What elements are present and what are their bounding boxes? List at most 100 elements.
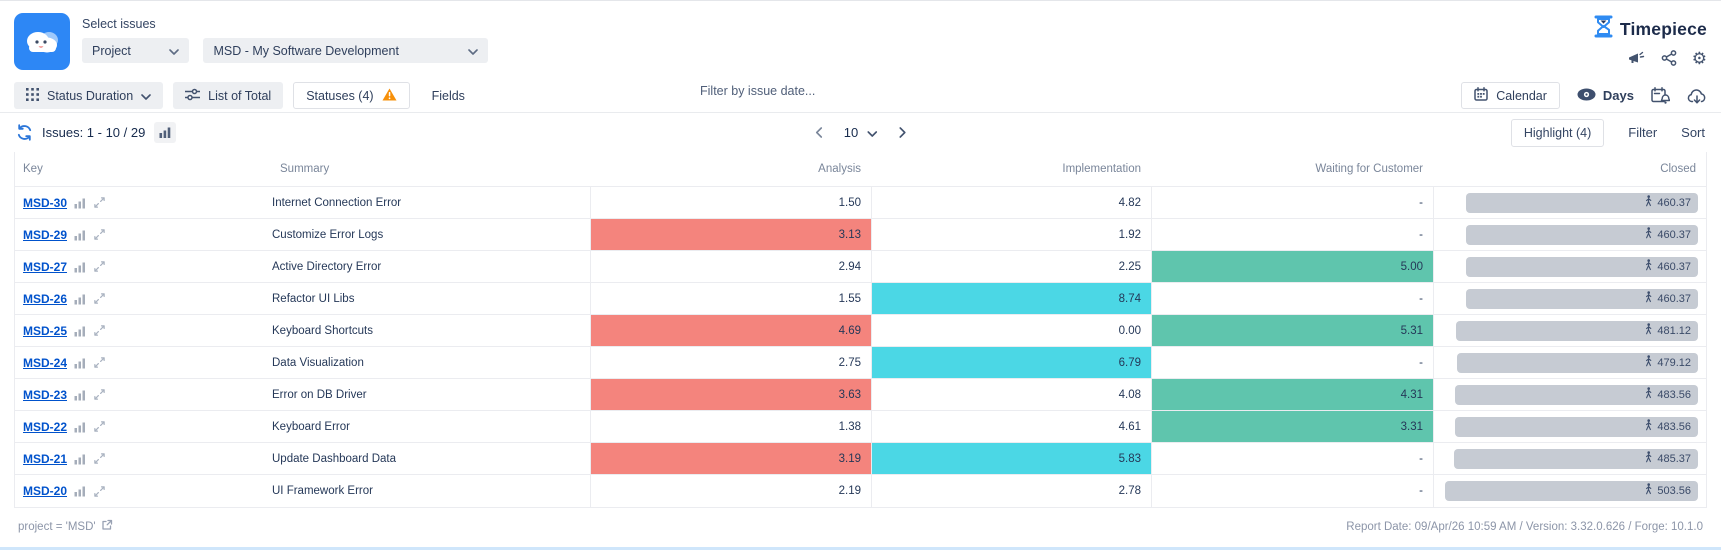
waiting-cell: -	[1151, 347, 1433, 378]
external-link-icon[interactable]	[101, 519, 113, 534]
row-expand-icon[interactable]	[93, 324, 106, 337]
waiting-cell: -	[1151, 475, 1433, 507]
closed-value: 485.37	[1657, 452, 1691, 465]
refresh-icon[interactable]	[16, 124, 33, 141]
implementation-cell: 4.82	[871, 187, 1151, 218]
closed-duration-pill: 503.56	[1444, 481, 1698, 501]
scheduled-report-icon[interactable]	[1651, 87, 1671, 104]
issue-summary: Refactor UI Libs	[272, 292, 355, 305]
report-type-dropdown[interactable]: Status Duration	[14, 82, 164, 109]
issue-key-link[interactable]: MSD-20	[23, 484, 68, 498]
row-expand-icon[interactable]	[93, 228, 106, 241]
row-chart-icon[interactable]	[74, 421, 86, 433]
page-size-value: 10	[843, 125, 859, 140]
implementation-cell: 1.92	[871, 219, 1151, 250]
issue-summary: Error on DB Driver	[272, 388, 367, 401]
issue-key-link[interactable]: MSD-27	[23, 259, 68, 274]
issue-key-link[interactable]: MSD-26	[23, 291, 68, 306]
walking-person-icon	[1644, 226, 1653, 244]
project-dropdown[interactable]: MSD - My Software Development	[203, 38, 489, 63]
analysis-cell: 2.75	[590, 347, 871, 378]
column-header-implementation: Implementation	[1062, 163, 1141, 175]
issue-key-link[interactable]: MSD-21	[23, 451, 68, 466]
row-chart-icon[interactable]	[74, 389, 86, 401]
row-expand-icon[interactable]	[93, 260, 106, 273]
filter-button[interactable]: Filter	[1628, 125, 1658, 140]
next-page-icon[interactable]	[897, 125, 908, 140]
closed-duration-pill: 483.56	[1454, 416, 1698, 437]
analysis-cell: 2.94	[590, 251, 871, 282]
issue-summary: Update Dashboard Data	[272, 452, 397, 465]
brand-name: Timepiece	[1619, 18, 1707, 39]
statuses-label: Statuses (4)	[306, 88, 374, 103]
analysis-cell: 2.19	[590, 475, 871, 507]
sort-button[interactable]: Sort	[1681, 125, 1705, 140]
issue-source-dropdown[interactable]: Project	[82, 38, 189, 63]
closed-cell: 481.12	[1433, 315, 1706, 346]
fields-label: Fields	[431, 88, 465, 103]
chevron-down-icon	[141, 89, 151, 103]
grid-icon	[26, 87, 39, 104]
implementation-cell: 5.83	[871, 443, 1151, 474]
row-chart-icon[interactable]	[74, 197, 86, 209]
highlight-button[interactable]: Highlight (4)	[1510, 118, 1605, 147]
issue-key-link[interactable]: MSD-29	[23, 227, 68, 242]
walking-person-icon	[1644, 354, 1653, 372]
page-size-dropdown[interactable]: 10	[843, 125, 878, 140]
row-chart-icon[interactable]	[74, 325, 86, 337]
closed-cell: 479.12	[1433, 347, 1706, 378]
issue-key-link[interactable]: MSD-25	[23, 323, 68, 338]
row-chart-icon[interactable]	[74, 357, 86, 369]
announcements-icon[interactable]	[1627, 50, 1646, 66]
list-of-total-button[interactable]: List of Total	[173, 82, 284, 109]
implementation-cell: 6.79	[871, 347, 1151, 378]
row-expand-icon[interactable]	[93, 485, 106, 498]
table-body: MSD-30 Internet Connection Error 1.50 4.…	[15, 187, 1706, 507]
row-expand-icon[interactable]	[93, 196, 106, 209]
analysis-cell: 4.69	[590, 315, 871, 346]
row-chart-icon[interactable]	[74, 453, 86, 465]
list-of-total-label: List of Total	[208, 88, 272, 103]
row-expand-icon[interactable]	[93, 452, 106, 465]
implementation-cell: 2.78	[871, 475, 1151, 507]
walking-person-icon	[1644, 290, 1653, 308]
row-chart-icon[interactable]	[74, 293, 86, 305]
table-row: MSD-24 Data Visualization 2.75 6.79 -	[15, 347, 1706, 379]
issue-summary: Internet Connection Error	[272, 196, 402, 209]
waiting-cell: 3.31	[1151, 411, 1433, 442]
days-unit-toggle[interactable]: Days	[1577, 88, 1634, 104]
prev-page-icon[interactable]	[813, 125, 824, 140]
row-expand-icon[interactable]	[93, 420, 106, 433]
calendar-icon	[1474, 87, 1488, 104]
issue-key-link[interactable]: MSD-30	[23, 195, 68, 210]
export-report-icon[interactable]	[1687, 88, 1707, 104]
fields-button[interactable]: Fields	[420, 82, 477, 109]
issue-date-filter-input[interactable]	[700, 84, 1020, 98]
row-chart-icon[interactable]	[74, 229, 86, 241]
calendar-button[interactable]: Calendar	[1461, 82, 1560, 109]
row-expand-icon[interactable]	[93, 292, 106, 305]
settings-gear-icon[interactable]: ⚙	[1691, 48, 1707, 68]
row-expand-icon[interactable]	[93, 388, 106, 401]
row-chart-icon[interactable]	[74, 261, 86, 273]
issue-key-link[interactable]: MSD-24	[23, 355, 68, 370]
report-type-label: Status Duration	[47, 88, 134, 103]
closed-value: 479.12	[1657, 356, 1691, 369]
closed-duration-pill: 479.12	[1456, 352, 1698, 373]
issues-chart-icon[interactable]	[154, 122, 177, 143]
closed-value: 460.37	[1657, 292, 1691, 305]
row-expand-icon[interactable]	[93, 356, 106, 369]
analysis-cell: 1.50	[590, 187, 871, 218]
sliders-icon	[185, 88, 201, 104]
issue-key-link[interactable]: MSD-23	[23, 387, 68, 402]
issue-key-link[interactable]: MSD-22	[23, 419, 68, 434]
project-value: MSD - My Software Development	[213, 43, 399, 58]
chevron-down-icon	[169, 44, 179, 58]
statuses-button[interactable]: Statuses (4)	[293, 82, 410, 109]
share-icon[interactable]	[1661, 50, 1677, 66]
issue-summary: Customize Error Logs	[272, 228, 384, 241]
row-chart-icon[interactable]	[74, 485, 86, 497]
implementation-cell: 4.08	[871, 379, 1151, 410]
table-header: Key Summary Analysis Implementation Wait…	[15, 152, 1706, 187]
